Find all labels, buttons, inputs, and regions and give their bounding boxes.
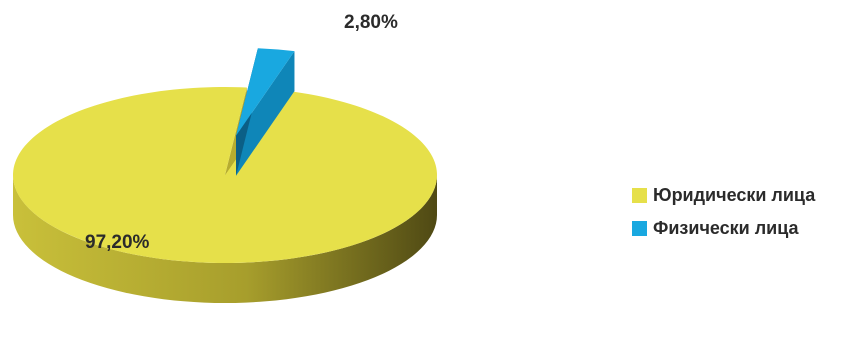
pie-slice-top-individuals — [236, 48, 295, 136]
legend-label-individuals: Физически лица — [653, 217, 799, 238]
legend: Юридически лица Физически лица — [632, 183, 815, 249]
legend-swatch-individuals — [632, 220, 647, 236]
pie-slice-legal-entities — [12, 86, 437, 303]
legend-item-legal-entities: Юридически лица — [632, 183, 815, 207]
data-label-legal-entities: 97,20% — [85, 232, 150, 253]
pie-slice-wall-end-individuals — [236, 51, 295, 176]
legend-item-individuals: Физически лица — [632, 216, 815, 240]
data-label-layer: 97,20% 2,80% — [85, 12, 398, 253]
legend-label-legal-entities: Юридически лица — [653, 184, 816, 205]
data-label-individuals: 2,80% — [344, 12, 398, 33]
pie-layer — [12, 48, 437, 303]
pie-slice-side-legal-entities — [13, 175, 437, 303]
legend-swatch-legal-entities — [632, 187, 647, 203]
pie-slice-top-legal-entities — [12, 86, 437, 263]
pie-slice-individuals — [236, 48, 295, 176]
